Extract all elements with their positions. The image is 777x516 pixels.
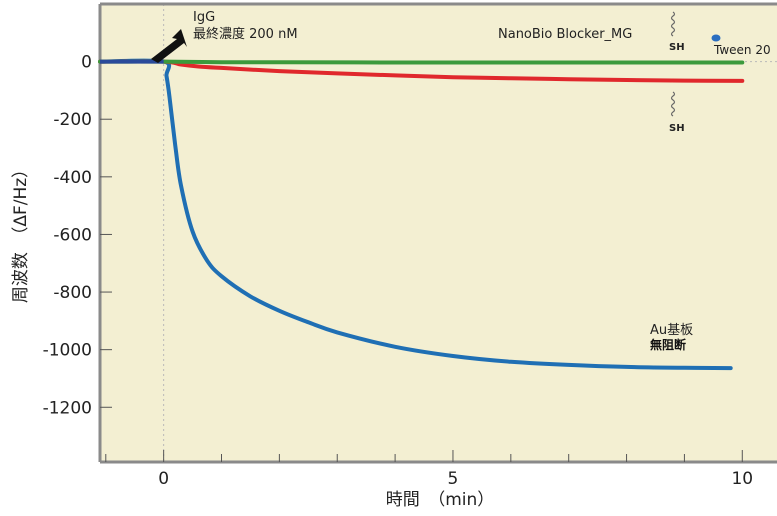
plot-frame bbox=[98, 2, 777, 464]
y-tick-label: -1000 bbox=[43, 341, 92, 361]
y-tick-label: -800 bbox=[53, 283, 92, 303]
thiol-chain-icon-top bbox=[670, 11, 676, 37]
y-tick-label: -200 bbox=[53, 110, 92, 130]
y-tick-label: -400 bbox=[53, 168, 92, 188]
plot-area bbox=[100, 4, 777, 462]
y-axis-title: 周波数 （ΔF/Hz） bbox=[11, 161, 31, 303]
au-substrate-label: Au基板 bbox=[650, 323, 693, 338]
y-tick-label: -1200 bbox=[43, 398, 92, 418]
x-tick-label: 0 bbox=[158, 469, 169, 489]
no-blocking-label: 無阻断 bbox=[650, 337, 686, 352]
igg-label: IgG bbox=[193, 10, 215, 25]
sh-label-top: SH bbox=[669, 42, 685, 53]
series-line-au-unblocked bbox=[98, 58, 733, 371]
data-series bbox=[98, 58, 745, 371]
series-line-tween20 bbox=[98, 59, 745, 83]
blocker-label: NanoBio Blocker_MG bbox=[498, 27, 632, 42]
x-tick-label: 5 bbox=[448, 469, 459, 489]
tween-molecule-icon bbox=[711, 34, 721, 42]
series-line-nanobio-blocker bbox=[98, 59, 745, 65]
x-axis-title: 時間 （min） bbox=[386, 490, 495, 510]
y-tick-label: 0 bbox=[81, 53, 92, 73]
x-tick-label: 10 bbox=[731, 469, 753, 489]
igg-concentration-label: 最終濃度 200 nM bbox=[193, 26, 298, 42]
injection-arrow-icon bbox=[151, 29, 187, 63]
tween-label: Tween 20 bbox=[713, 43, 771, 57]
sh-label-bottom: SH bbox=[669, 123, 685, 134]
axis-ticks: 0 -200 -400 -600 -800 -1000 -1200 0 5 10 bbox=[43, 53, 754, 489]
thiol-chain-icon-bottom bbox=[670, 91, 676, 117]
y-tick-label: -600 bbox=[53, 225, 92, 245]
